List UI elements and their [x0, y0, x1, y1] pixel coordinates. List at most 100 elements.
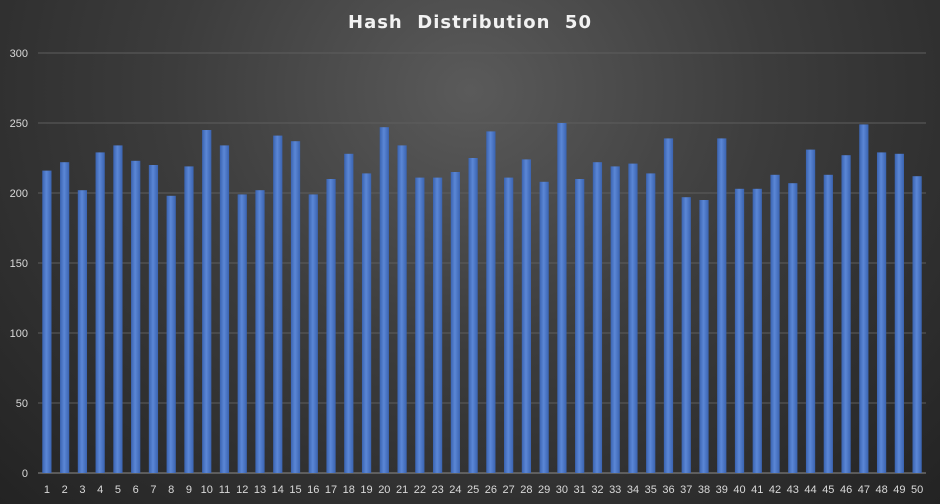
- bar-12: [237, 194, 247, 473]
- x-tick-label: 43: [787, 484, 799, 496]
- bar-1: [42, 170, 52, 473]
- x-tick-label: 35: [645, 484, 657, 496]
- bar-33: [610, 166, 620, 473]
- bar-34: [628, 163, 638, 473]
- bar-48: [876, 152, 887, 473]
- bar-15: [290, 141, 301, 473]
- bar-40: [734, 188, 745, 474]
- x-tick-label: 21: [396, 484, 408, 496]
- y-tick-label: 250: [10, 118, 28, 130]
- bar-2: [60, 162, 70, 473]
- x-tick-label: 32: [591, 484, 603, 496]
- x-tick-label: 16: [307, 484, 319, 496]
- x-tick-label: 20: [378, 484, 390, 496]
- x-tick-label: 29: [538, 484, 550, 496]
- x-tick-label: 40: [733, 484, 745, 496]
- y-axis: 0 50 100 150 200 250 300: [10, 48, 28, 480]
- bar-41: [752, 188, 762, 474]
- bar-28: [521, 159, 532, 473]
- bar-9: [184, 166, 194, 473]
- y-tick-label: 200: [10, 188, 28, 200]
- bar-5: [113, 145, 123, 473]
- bar-30: [557, 123, 567, 473]
- x-tick-label: 1: [44, 484, 50, 496]
- bar-16: [308, 194, 318, 473]
- bar-50: [912, 176, 922, 473]
- bar-23: [432, 177, 443, 473]
- x-tick-label: 31: [574, 484, 586, 496]
- bar-37: [681, 197, 691, 473]
- x-tick-label: 38: [698, 484, 710, 496]
- chart-title: Hash Distribution 50: [348, 12, 592, 33]
- y-tick-label: 300: [10, 48, 28, 60]
- bar-39: [717, 138, 727, 473]
- bar-14: [273, 135, 283, 473]
- x-tick-label: 48: [875, 484, 887, 496]
- x-tick-label: 46: [840, 484, 852, 496]
- bar-32: [592, 162, 603, 473]
- bar-44: [805, 149, 816, 473]
- bar-46: [841, 155, 851, 473]
- x-tick-label: 22: [414, 484, 426, 496]
- bar-18: [344, 153, 354, 474]
- x-tick-label: 19: [360, 484, 372, 496]
- x-tick-label: 14: [272, 484, 284, 496]
- x-tick-label: 39: [716, 484, 728, 496]
- x-tick-label: 9: [186, 484, 192, 496]
- x-tick-label: 33: [609, 484, 621, 496]
- bar-36: [663, 138, 674, 473]
- x-tick-label: 3: [79, 484, 85, 496]
- x-tick-label: 24: [449, 484, 461, 496]
- x-tick-label: 26: [485, 484, 497, 496]
- x-tick-label: 47: [858, 484, 870, 496]
- bar-3: [77, 190, 88, 473]
- x-tick-label: 2: [62, 484, 68, 496]
- bar-4: [95, 152, 105, 473]
- x-tick-label: 18: [343, 484, 355, 496]
- x-tick-label: 17: [325, 484, 337, 496]
- x-tick-label: 42: [769, 484, 781, 496]
- x-tick-label: 50: [911, 484, 923, 496]
- x-tick-label: 41: [751, 484, 763, 496]
- bar-22: [415, 177, 425, 473]
- x-tick-label: 44: [804, 484, 816, 496]
- x-tick-label: 6: [133, 484, 139, 496]
- x-axis: 1 2 3 4 5 6 7 8 9 10 11 12 13 14 15 16 17 18 19 20 21 22 23 24 2…: [44, 484, 923, 496]
- x-tick-label: 27: [503, 484, 515, 496]
- x-tick-label: 10: [201, 484, 213, 496]
- x-tick-label: 12: [236, 484, 248, 496]
- x-tick-label: 7: [150, 484, 156, 496]
- x-tick-label: 13: [254, 484, 266, 496]
- bar-29: [539, 181, 549, 474]
- y-tick-label: 50: [16, 398, 28, 410]
- bar-27: [504, 177, 514, 473]
- bar-8: [166, 195, 176, 474]
- x-tick-label: 49: [893, 484, 905, 496]
- bar-35: [646, 173, 656, 473]
- x-tick-label: 11: [219, 484, 230, 496]
- bar-17: [326, 179, 336, 473]
- y-tick-label: 100: [10, 328, 28, 340]
- y-tick-label: 0: [22, 468, 28, 480]
- bar-19: [361, 173, 372, 473]
- bar-10: [202, 130, 212, 473]
- x-tick-label: 5: [115, 484, 121, 496]
- x-tick-label: 25: [467, 484, 479, 496]
- y-tick-label: 150: [10, 258, 28, 270]
- bar-45: [823, 174, 833, 474]
- x-tick-label: 28: [520, 484, 532, 496]
- bar-38: [699, 200, 709, 473]
- x-tick-label: 34: [627, 484, 639, 496]
- bar-25: [468, 158, 478, 473]
- bar-31: [575, 179, 585, 473]
- bar-7: [148, 165, 159, 473]
- bar-6: [131, 160, 141, 474]
- x-tick-label: 36: [662, 484, 674, 496]
- x-tick-label: 4: [97, 484, 103, 496]
- x-tick-label: 23: [431, 484, 443, 496]
- bar-21: [397, 145, 407, 473]
- bar-26: [486, 131, 496, 473]
- bar-49: [894, 153, 904, 474]
